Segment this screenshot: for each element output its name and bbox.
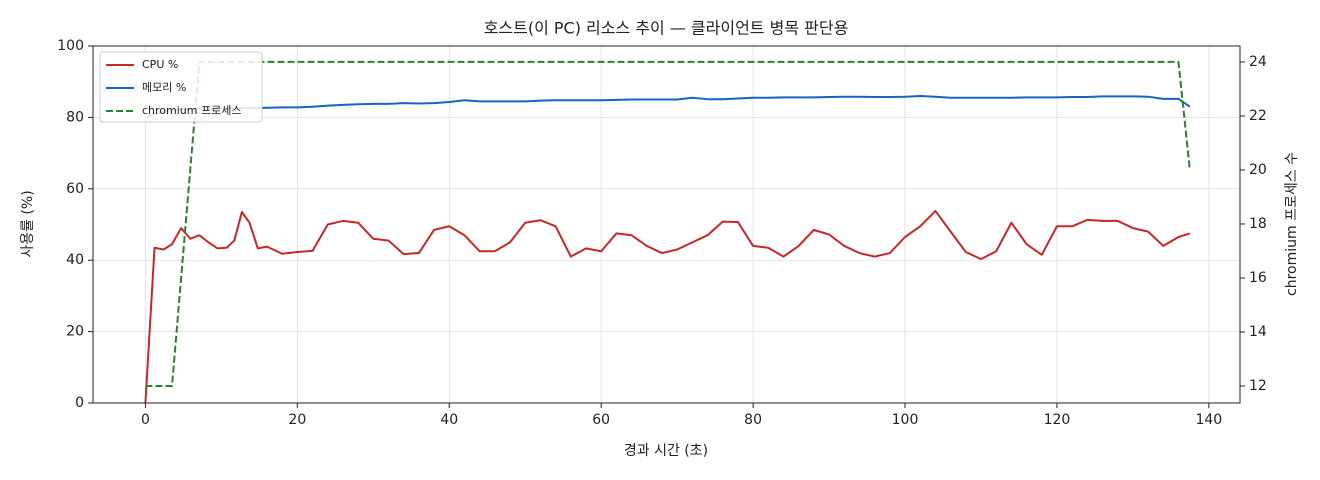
series-line — [145, 60, 1191, 387]
x-tick-label: 100 — [892, 412, 919, 428]
y-tick-label: 80 — [66, 109, 84, 125]
y-tick-label: 0 — [75, 395, 84, 411]
y2-tick-label: 20 — [1249, 162, 1267, 178]
y2-tick-label: 18 — [1249, 216, 1267, 232]
plot-frame — [92, 45, 1241, 404]
x-tick-label: 40 — [440, 412, 458, 428]
x-tick-label: 60 — [592, 412, 610, 428]
y2-tick-label: 24 — [1249, 54, 1267, 70]
y2-tick-label: 16 — [1249, 270, 1267, 286]
legend-label: CPU % — [142, 58, 178, 71]
y2-tick-label: 12 — [1249, 378, 1267, 394]
series-line — [145, 94, 1191, 119]
x-tick-label: 120 — [1044, 412, 1071, 428]
y-tick-label: 100 — [57, 38, 84, 54]
y-tick-label: 20 — [66, 324, 84, 340]
y2-axis-label: chromium 프로세스 수 — [1284, 152, 1300, 296]
x-axis-label: 경과 시간 (초) — [624, 443, 708, 459]
legend-label: 메모리 % — [142, 81, 186, 94]
x-tick-label: 0 — [141, 412, 150, 428]
legend-label: chromium 프로세스 — [142, 104, 241, 117]
y-tick-label: 40 — [66, 252, 84, 268]
legend-box — [99, 51, 263, 123]
y2-tick-label: 22 — [1249, 108, 1267, 124]
x-tick-label: 140 — [1195, 412, 1222, 428]
series-line — [144, 209, 1191, 404]
chart-title: 호스트(이 PC) 리소스 추이 — 클라이언트 병목 판단용 — [484, 19, 849, 38]
x-tick-label: 80 — [744, 412, 762, 428]
y2-tick-label: 14 — [1249, 324, 1267, 340]
legend: CPU % 메모리 % chromium 프로세스 — [99, 51, 263, 123]
y-axis-label: 사용률 (%) — [20, 190, 36, 257]
y-tick-label: 60 — [66, 181, 84, 197]
x-tick-label: 20 — [288, 412, 306, 428]
